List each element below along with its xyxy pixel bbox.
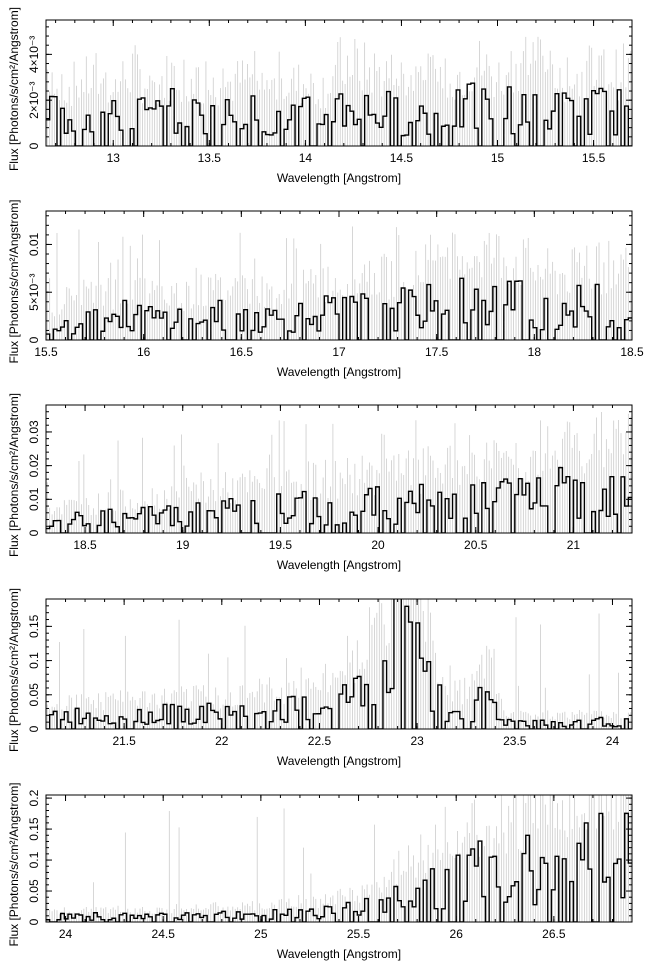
y-tick-label: 0	[27, 142, 41, 149]
x-tick-label: 22.5	[308, 734, 332, 748]
y-tick-label: 2×10⁻³	[27, 81, 41, 118]
y-axis-title: Flux [Photons/s/cm²/Angstrom]	[7, 7, 21, 171]
error-bars	[46, 36, 632, 146]
y-axis-title: Flux [Photons/s/cm²/Angstrom]	[7, 199, 21, 363]
spectrum-steps	[46, 599, 632, 729]
y-tick-label: 4×10⁻³	[27, 36, 41, 73]
x-tick-label: 26.5	[542, 927, 566, 941]
y-tick-label: 0	[27, 725, 41, 732]
chart-panel-3: 18.5 19 19.5 20 20.5 21 0 0.01 0.02 0.03 Wavelengt…	[7, 393, 633, 572]
plot-area	[46, 599, 632, 729]
y-axis-title: Flux [Photons/s/cm²/Angstrom]	[7, 393, 21, 557]
x-tick-label: 24	[606, 734, 620, 748]
plot-frame	[45, 19, 633, 147]
x-tick-label: 25.5	[347, 927, 371, 941]
plot-area	[46, 412, 632, 533]
x-axis-title: Wavelength [Angstrom]	[277, 365, 401, 379]
x-tick-label: 15.5	[582, 151, 606, 165]
error-bars	[46, 412, 632, 533]
y-tick-label: 0.15	[27, 614, 41, 638]
plot-area	[46, 795, 632, 922]
x-tick-label: 22	[215, 734, 229, 748]
y-tick-label: 0.03	[27, 420, 41, 444]
x-tick-label: 23	[410, 734, 424, 748]
x-tick-label: 16	[137, 345, 151, 359]
y-tick-label: 0.01	[27, 232, 41, 256]
spectrum-steps	[46, 812, 632, 922]
x-tick-label: 19.5	[269, 538, 293, 552]
x-tick-label: 18.5	[620, 345, 644, 359]
chart-panel-2: 15.5 16 16.5 17 17.5 18 18.5 0 5×10⁻³ 0.01 Wavelen…	[7, 199, 644, 379]
x-tick-label: 24.5	[152, 927, 176, 941]
x-axis-title: Wavelength [Angstrom]	[277, 754, 401, 768]
y-tick-label: 0.02	[27, 454, 41, 478]
x-tick-label: 23.5	[503, 734, 527, 748]
y-tick-label: 0.1	[27, 851, 41, 868]
x-tick-label: 17	[332, 345, 346, 359]
y-tick-label: 0.1	[27, 652, 41, 669]
x-tick-label: 18	[528, 345, 542, 359]
y-tick-label: 5×10⁻³	[27, 274, 41, 311]
spectrum-steps	[46, 466, 632, 533]
x-tick-label: 21	[567, 538, 581, 552]
x-tick-label: 14	[299, 151, 313, 165]
x-axis-title: Wavelength [Angstrom]	[277, 558, 401, 572]
plot-area	[46, 36, 632, 146]
x-tick-label: 18.5	[73, 538, 97, 552]
x-tick-label: 19	[176, 538, 190, 552]
spectrum-steps	[46, 82, 632, 146]
chart-panel-1: 13 13.5 14 14.5 15 15.5 0 2×10⁻³ 4×10⁻³ Wavelengt…	[7, 7, 633, 185]
plot-frame	[45, 404, 633, 534]
x-tick-label: 13	[107, 151, 121, 165]
error-bars	[46, 795, 632, 922]
y-axis-title: Flux [Photons/s/cm²/Angstrom]	[7, 782, 21, 946]
y-tick-label: 0	[27, 336, 41, 343]
x-tick-label: 24	[59, 927, 73, 941]
y-tick-label: 0.2	[27, 789, 41, 806]
x-tick-label: 14.5	[390, 151, 414, 165]
x-tick-label: 13.5	[198, 151, 222, 165]
x-tick-label: 20.5	[464, 538, 488, 552]
chart-panel-5: 24 24.5 25 25.5 26 26.5 0 0.05 0.1 0.15 0.2 Wavelen…	[7, 782, 633, 961]
x-tick-label: 25	[254, 927, 268, 941]
x-tick-label: 17.5	[425, 345, 449, 359]
spectrum-steps	[46, 277, 632, 340]
y-tick-label: 0.01	[27, 487, 41, 511]
y-axis-title: Flux [Photons/s/cm²/Angstrom]	[7, 588, 21, 752]
plot-area	[46, 226, 632, 340]
chart-panel-4: 21.5 22 22.5 23 23.5 24 0 0.05 0.1 0.15 Wavelength…	[7, 588, 633, 768]
x-tick-label: 15	[491, 151, 505, 165]
x-tick-label: 16.5	[230, 345, 254, 359]
x-tick-label: 21.5	[112, 734, 136, 748]
y-tick-label: 0.05	[27, 879, 41, 903]
y-tick-label: 0.05	[27, 683, 41, 707]
x-tick-label: 15.5	[34, 345, 58, 359]
y-tick-label: 0	[27, 529, 41, 536]
x-tick-label: 26	[450, 927, 464, 941]
x-tick-label: 20	[371, 538, 385, 552]
y-tick-label: 0	[27, 918, 41, 925]
y-tick-label: 0.15	[27, 817, 41, 841]
x-axis-title: Wavelength [Angstrom]	[277, 947, 401, 961]
x-axis-title: Wavelength [Angstrom]	[277, 171, 401, 185]
